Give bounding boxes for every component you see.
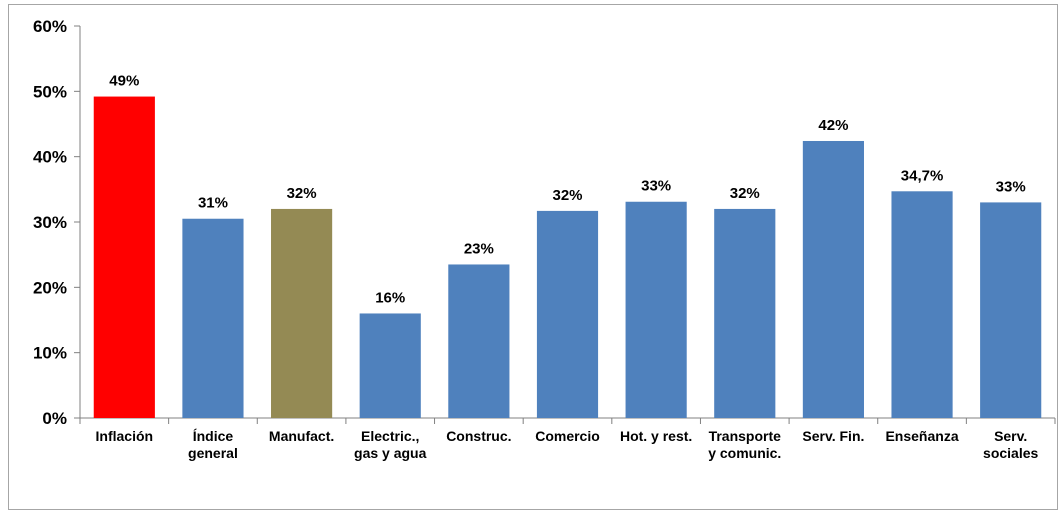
x-tick-label-line: general xyxy=(188,445,238,461)
bar xyxy=(802,140,864,418)
bar xyxy=(182,218,244,418)
x-tick-label-line: Hot. y rest. xyxy=(620,428,692,444)
y-tick-label: 30% xyxy=(33,213,67,232)
x-tick-label: Electric., gas y agua xyxy=(354,428,427,461)
x-tick-label: Manufact. xyxy=(269,428,334,444)
y-tick-label: 40% xyxy=(33,148,67,167)
x-tick-label-line: Manufact. xyxy=(269,428,334,444)
data-label: 32% xyxy=(287,185,317,202)
bars xyxy=(93,96,1042,418)
data-labels: 49% 31% 32% 16% 23% 32% 33% 32% 42% 34,7% 33% xyxy=(109,73,1025,307)
x-tick-label-line: Inflación xyxy=(96,428,154,444)
bar xyxy=(891,191,953,418)
y-tick-label: 50% xyxy=(33,82,67,101)
bar xyxy=(93,96,155,418)
data-label: 23% xyxy=(464,240,494,257)
data-label: 42% xyxy=(818,117,848,134)
data-label: 33% xyxy=(996,178,1026,195)
bar xyxy=(448,264,510,418)
x-tick-label: Serv. sociales xyxy=(983,428,1038,461)
data-label: 16% xyxy=(375,289,405,306)
bar xyxy=(536,210,599,418)
x-tick-label: Enseñanza xyxy=(885,428,958,444)
x-tick-label-line: Serv. xyxy=(994,428,1027,444)
y-tick-label: 60% xyxy=(33,17,67,36)
data-label: 32% xyxy=(552,187,582,204)
x-tick-label-line: Enseñanza xyxy=(885,428,958,444)
x-tick-label-line: Transporte xyxy=(709,428,782,444)
data-label: 33% xyxy=(641,178,671,195)
x-tick-label: Comercio xyxy=(535,428,600,444)
y-tick-label: 20% xyxy=(33,278,67,297)
x-tick-label-line: sociales xyxy=(983,445,1038,461)
x-tick-label: Construc. xyxy=(446,428,511,444)
x-tick-label-line: Electric., xyxy=(361,428,419,444)
data-label: 49% xyxy=(109,73,139,90)
x-tick-label-line: Construc. xyxy=(446,428,511,444)
data-label: 31% xyxy=(198,195,228,212)
x-tick-label-line: gas y agua xyxy=(354,445,427,461)
x-axis xyxy=(79,417,1056,424)
bar xyxy=(714,208,776,418)
x-tick-label-line: Comercio xyxy=(535,428,600,444)
x-tick-label-line: y comunic. xyxy=(708,445,781,461)
data-label: 32% xyxy=(730,185,760,202)
x-tick-label: Hot. y rest. xyxy=(620,428,692,444)
x-tick-label: Índice general xyxy=(188,428,238,461)
y-tick-label: 10% xyxy=(33,344,67,363)
bar xyxy=(271,208,333,418)
data-label: 34,7% xyxy=(901,167,944,184)
bar xyxy=(980,202,1042,418)
x-tick-label: Serv. Fin. xyxy=(802,428,864,444)
x-tick-label: Transporte y comunic. xyxy=(708,428,781,461)
x-tick-label-line: Serv. Fin. xyxy=(802,428,864,444)
y-tick-label: 0% xyxy=(42,409,67,428)
bar xyxy=(625,201,687,418)
x-tick-labels: Inflación Índice general Manufact. Electric.… xyxy=(96,428,1039,461)
x-tick-label-line: Índice xyxy=(193,428,234,444)
x-tick-label: Inflación xyxy=(96,428,154,444)
bar xyxy=(359,313,421,418)
y-axis: 0% 10% 20% 30% 40% 50% 60% xyxy=(33,17,81,428)
